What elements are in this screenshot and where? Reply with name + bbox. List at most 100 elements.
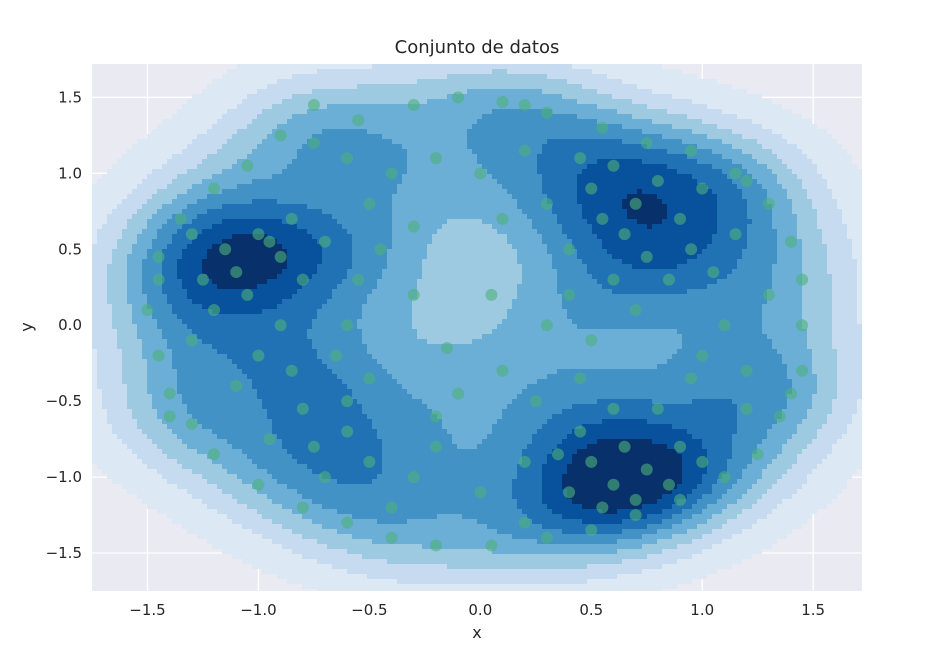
data-point (318, 235, 331, 248)
density-contours (92, 64, 862, 591)
data-point (230, 379, 243, 392)
x-tick-label: −1.5 (129, 601, 165, 619)
data-point (385, 501, 398, 514)
data-point (629, 493, 642, 506)
data-point (152, 349, 165, 362)
contour-level-band (202, 189, 682, 514)
data-point (452, 91, 465, 104)
data-point (518, 99, 531, 112)
data-point (762, 197, 775, 210)
data-point (352, 273, 365, 286)
data-point (385, 167, 398, 180)
data-point (185, 334, 198, 347)
data-point (363, 372, 376, 385)
data-point (740, 174, 753, 187)
data-point (685, 372, 698, 385)
data-point (585, 334, 598, 347)
data-point (585, 455, 598, 468)
y-tick-label: −1.0 (46, 468, 82, 486)
data-point (285, 212, 298, 225)
data-point (585, 182, 598, 195)
data-point (784, 387, 797, 400)
data-point (740, 364, 753, 377)
data-point (152, 273, 165, 286)
data-point (563, 486, 576, 499)
y-tick-label: 1.0 (58, 164, 82, 182)
data-point (651, 174, 664, 187)
data-point (574, 152, 587, 165)
data-point (596, 212, 609, 225)
data-point (274, 250, 287, 263)
data-point (185, 417, 198, 430)
data-point (163, 387, 176, 400)
data-point (496, 95, 509, 108)
data-point (252, 228, 265, 241)
data-point (263, 235, 276, 248)
data-point (540, 319, 553, 332)
data-point (474, 486, 487, 499)
data-point (330, 349, 343, 362)
data-point (607, 478, 620, 491)
data-point (674, 493, 687, 506)
data-point (429, 440, 442, 453)
data-point (596, 121, 609, 134)
data-point (318, 471, 331, 484)
data-point (796, 364, 809, 377)
data-point (307, 136, 320, 149)
data-point (674, 212, 687, 225)
y-tick-labels: −1.5 −1.0 −0.5 0.0 0.5 1.0 1.5 (46, 88, 82, 562)
data-point (784, 235, 797, 248)
y-tick-label: 0.5 (58, 240, 82, 258)
data-point (407, 471, 420, 484)
data-point (529, 395, 542, 408)
x-tick-label: −1.0 (240, 601, 276, 619)
data-point (718, 471, 731, 484)
data-point (574, 425, 587, 438)
data-point (429, 539, 442, 552)
data-point (296, 402, 309, 415)
data-point (751, 448, 764, 461)
data-point (796, 273, 809, 286)
data-point (452, 387, 465, 400)
data-point (773, 410, 786, 423)
data-point (407, 288, 420, 301)
data-point (241, 159, 254, 172)
data-point (385, 531, 398, 544)
data-point (363, 197, 376, 210)
data-point (518, 455, 531, 468)
data-point (296, 273, 309, 286)
data-point (796, 319, 809, 332)
data-point (274, 129, 287, 142)
data-point (407, 99, 420, 112)
data-point (152, 250, 165, 263)
data-point (696, 455, 709, 468)
data-point (640, 250, 653, 263)
data-point (762, 288, 775, 301)
data-point (629, 509, 642, 522)
data-point (729, 167, 742, 180)
data-point (219, 243, 232, 256)
data-point (429, 410, 442, 423)
data-point (651, 402, 664, 415)
y-tick-label: 0.0 (58, 316, 82, 334)
data-point (685, 144, 698, 157)
data-point (574, 372, 587, 385)
data-point (363, 455, 376, 468)
data-point (485, 539, 498, 552)
data-point (696, 182, 709, 195)
y-tick-label: −1.5 (46, 544, 82, 562)
data-point (441, 342, 454, 355)
data-point (640, 463, 653, 476)
data-point (662, 478, 675, 491)
data-point (496, 212, 509, 225)
x-tick-label: −0.5 (351, 601, 387, 619)
data-point (163, 410, 176, 423)
data-point (196, 273, 209, 286)
data-point (618, 228, 631, 241)
data-points (141, 91, 809, 552)
x-tick-label: 0.5 (579, 601, 603, 619)
data-point (563, 288, 576, 301)
data-point (607, 273, 620, 286)
data-point (185, 228, 198, 241)
